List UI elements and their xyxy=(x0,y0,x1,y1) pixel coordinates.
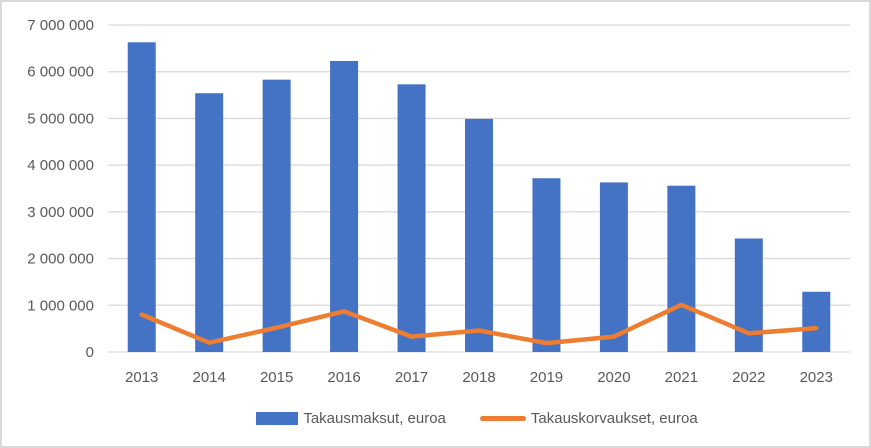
bar-2015 xyxy=(262,79,291,353)
bar-2020 xyxy=(599,182,628,352)
y-tick-label: 5 000 000 xyxy=(27,110,94,127)
plot-area: 0 1 000 000 2 000 000 3 000 000 4 000 000 5 0… xyxy=(27,17,850,386)
takauskorvaukset-line xyxy=(139,302,819,346)
bar-2013 xyxy=(127,42,156,352)
x-tick-label: 2015 xyxy=(260,369,293,386)
legend-item-takausmaksut: Takausmaksut, euroa xyxy=(256,410,446,427)
bar-2017 xyxy=(397,84,426,352)
bar-2021 xyxy=(667,185,696,352)
y-tick-label: 3 000 000 xyxy=(27,204,94,221)
legend-label-takausmaksut: Takausmaksut, euroa xyxy=(303,409,446,427)
legend-bar-swatch-icon xyxy=(256,411,299,425)
legend-label-takauskorvaukset: Takauskorvaukset, euroa xyxy=(530,409,698,427)
bar-2019 xyxy=(532,178,561,352)
x-tick-label: 2017 xyxy=(395,369,428,386)
bar-2014 xyxy=(195,93,224,353)
y-tick-label: 6 000 000 xyxy=(27,64,94,81)
bar-2016 xyxy=(330,60,359,352)
y-tick-label: 2 000 000 xyxy=(27,251,94,268)
legend-line-swatch-icon xyxy=(479,415,526,421)
x-tick-label: 2019 xyxy=(530,369,563,386)
x-tick-label: 2020 xyxy=(597,369,630,386)
y-tick-label: 0 xyxy=(86,344,94,361)
x-tick-label: 2014 xyxy=(192,369,225,386)
x-tick-label: 2016 xyxy=(327,369,360,386)
x-tick-label: 2018 xyxy=(462,369,495,386)
x-tick-label: 2023 xyxy=(800,369,833,386)
y-tick-label: 4 000 000 xyxy=(27,157,94,174)
legend: Takausmaksut, euroa Takauskorvaukset, eu… xyxy=(106,403,848,433)
bar-2018 xyxy=(465,118,493,352)
legend-item-takauskorvaukset: Takauskorvaukset, euroa xyxy=(479,409,698,427)
x-tick-label: 2021 xyxy=(665,369,698,386)
y-tick-label: 1 000 000 xyxy=(27,297,94,314)
y-tick-label: 7 000 000 xyxy=(27,17,94,34)
x-tick-label: 2022 xyxy=(732,369,765,386)
x-tick-label: 2013 xyxy=(125,369,158,386)
bar-2023 xyxy=(802,291,831,352)
